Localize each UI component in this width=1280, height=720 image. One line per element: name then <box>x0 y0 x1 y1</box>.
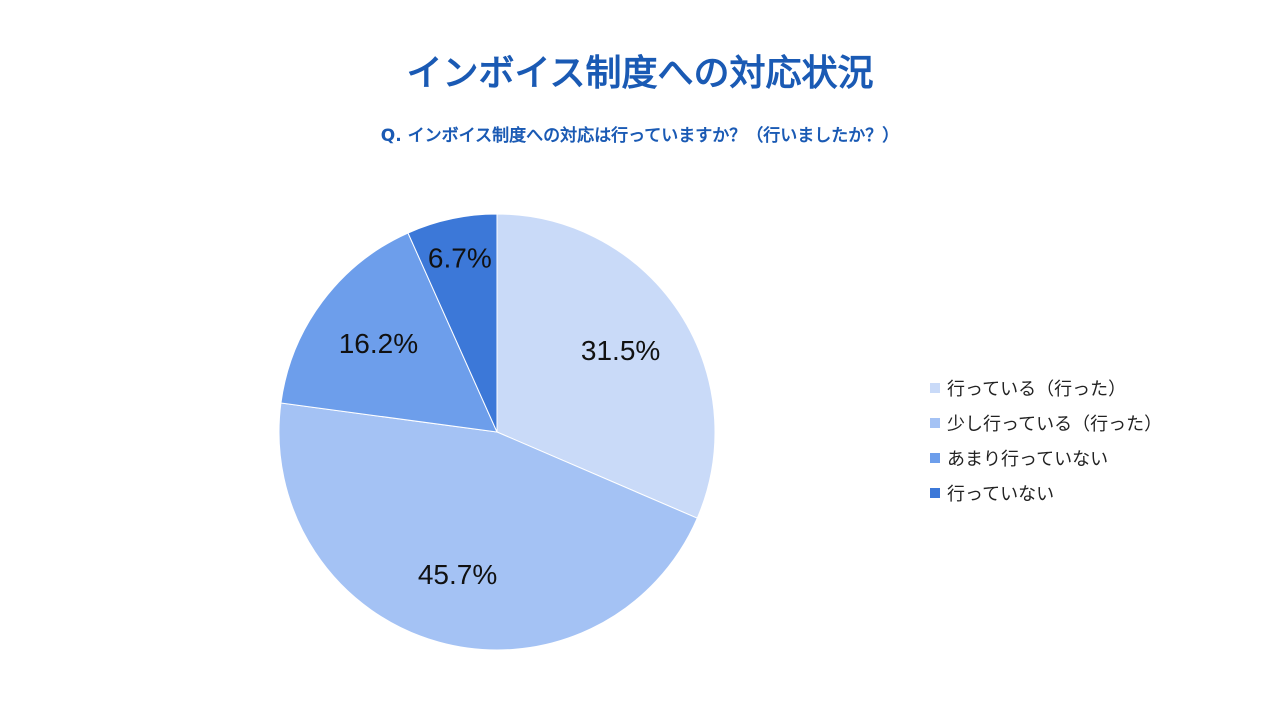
legend-swatch <box>930 452 940 463</box>
pie-slice-4 <box>407 213 498 433</box>
pie-slice-2 <box>278 402 698 651</box>
slice-value-label-4: 6.7% <box>428 242 492 273</box>
legend-item-1: 行っている（行った） <box>930 370 1162 405</box>
slice-value-label-3: 16.2% <box>339 328 418 359</box>
legend-item-2: 少し行っている（行った） <box>930 405 1162 440</box>
legend-swatch <box>930 417 940 428</box>
pie-slice-3 <box>280 232 498 433</box>
legend-label: あまり行っていない <box>947 448 1109 470</box>
legend-item-4: 行っていない <box>930 475 1162 510</box>
chart-subtitle: Q. インボイス制度への対応は行っていますか？（行いましたか？） <box>380 126 900 146</box>
chart-title: インボイス制度への対応状況 <box>406 53 874 94</box>
legend: 行っている（行った） 少し行っている（行った） あまり行っていない 行っていない <box>930 370 1162 510</box>
legend-item-3: あまり行っていない <box>930 440 1162 475</box>
legend-label: 少し行っている（行った） <box>947 413 1163 435</box>
legend-swatch <box>930 382 940 393</box>
pie-slice-1 <box>496 213 716 519</box>
legend-swatch <box>930 487 940 498</box>
slice-value-label-2: 45.7% <box>418 559 497 590</box>
legend-label: 行っている（行った） <box>947 378 1127 400</box>
slice-value-label-1: 31.5% <box>581 335 660 366</box>
legend-label: 行っていない <box>947 483 1055 505</box>
